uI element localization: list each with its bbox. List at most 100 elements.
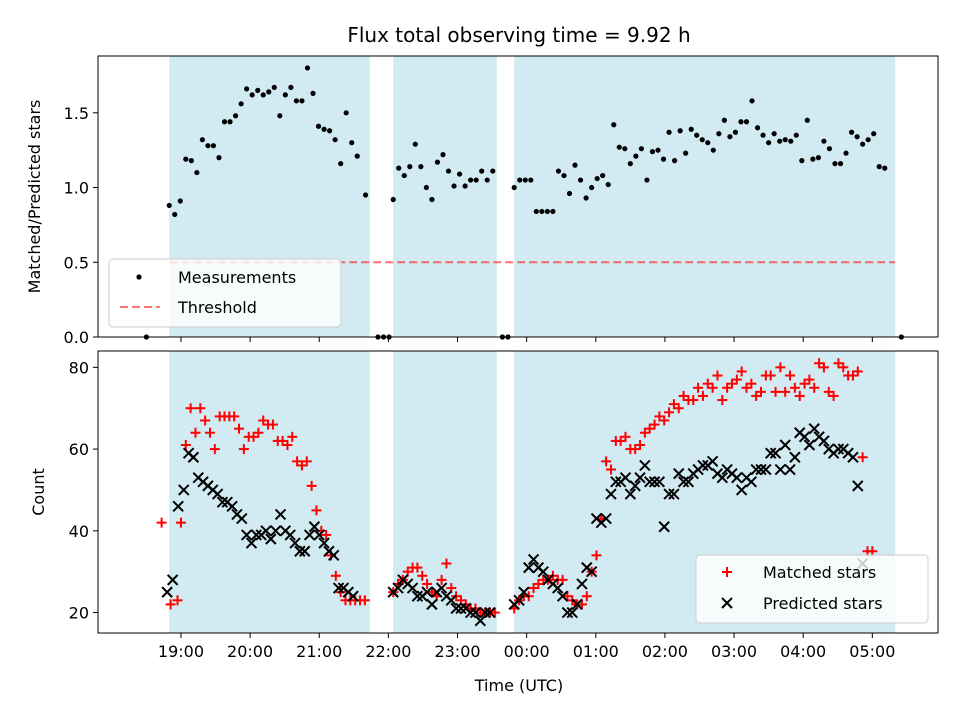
measurement-point	[605, 181, 611, 188]
predicted-star-point	[166, 574, 179, 586]
measurement-point	[238, 101, 244, 107]
measurement-point	[172, 211, 178, 218]
matched-star-point	[818, 362, 829, 373]
predicted-star-point	[313, 529, 325, 541]
matched-star-point	[756, 386, 767, 397]
matched-star-point	[253, 427, 264, 438]
measurement-point	[418, 164, 424, 170]
predicted-star-point	[178, 484, 190, 496]
y-tick-label: 0.0	[64, 328, 89, 347]
measurement-point	[315, 123, 322, 129]
measurement-point	[166, 202, 172, 209]
measurement-point	[445, 168, 452, 174]
predicted-star-point	[216, 496, 229, 508]
predicted-star-point	[469, 606, 482, 619]
predicted-star-point	[576, 578, 588, 590]
measurement-point	[304, 65, 311, 71]
measurement-point	[533, 208, 539, 215]
matched-star-point	[282, 440, 293, 450]
measurement-point	[710, 147, 716, 153]
matched-star-point	[707, 382, 718, 393]
matched-star-point	[165, 599, 176, 610]
bottom-plot-frame	[97, 350, 939, 634]
legend-matched-label: Matched stars	[763, 563, 876, 582]
measurement-point	[749, 98, 755, 104]
measurement-point	[550, 208, 556, 215]
measurement-point	[754, 125, 761, 131]
predicted-star-point	[677, 476, 690, 488]
predicted-star-point	[455, 602, 467, 615]
measurement-point	[260, 92, 266, 98]
predicted-star-point	[764, 447, 777, 459]
matched-star-point	[180, 440, 191, 450]
predicted-star-point	[643, 476, 656, 488]
predicted-star-point	[803, 439, 816, 451]
matched-star-point	[838, 362, 849, 373]
predicted-star-point	[610, 476, 622, 488]
predicted-star-point	[852, 480, 864, 492]
matched-star-point	[436, 574, 447, 585]
measurement-point	[815, 155, 821, 161]
y-tick-label: 1.5	[64, 104, 89, 123]
measurement-point	[451, 183, 457, 189]
predicted-star-point	[682, 476, 695, 488]
measurement-point	[810, 156, 816, 162]
measurement-point	[561, 172, 567, 179]
measurement-point	[699, 137, 705, 143]
measurement-point	[429, 196, 435, 203]
predicted-star-point	[556, 590, 569, 602]
measurement-point	[528, 177, 534, 183]
legend-predicted-label: Predicted stars	[763, 594, 883, 613]
matched-star-point	[195, 403, 206, 414]
matched-star-point	[775, 362, 786, 373]
measurement-point	[539, 208, 545, 215]
bottom-panel: 19:00 20:00 21:00 22:00 23:00 00:00 01:00 02:00…	[29, 350, 939, 695]
measurement-point	[611, 122, 617, 128]
predicted-star-point	[561, 606, 574, 619]
predicted-star-point	[716, 471, 729, 484]
predicted-star-point	[745, 476, 758, 488]
y-tick-label: 80	[69, 358, 89, 377]
measurement-point	[327, 128, 333, 134]
legend-matched-marker	[722, 567, 732, 577]
x-tick-label: 00:00	[504, 642, 550, 661]
predicted-star-point	[798, 431, 811, 443]
legend-measurements-label: Measurements	[178, 268, 296, 287]
matched-star-point	[330, 570, 341, 581]
predicted-star-point	[240, 529, 253, 541]
measurement-point	[434, 159, 441, 165]
matched-star-point	[697, 390, 708, 401]
measurement-point	[343, 110, 349, 116]
predicted-star-point	[619, 471, 632, 484]
measurement-point	[362, 192, 369, 198]
predicted-star-point	[731, 471, 743, 484]
matched-star-point	[591, 550, 602, 561]
measurement-point	[688, 126, 694, 132]
matched-star-point	[209, 444, 220, 455]
measurement-point	[804, 117, 810, 123]
measurement-point	[777, 138, 783, 144]
measurement-point	[462, 183, 468, 189]
measurement-point	[390, 196, 396, 203]
measurement-point	[766, 140, 772, 146]
measurement-point	[600, 172, 606, 179]
matched-star-point	[489, 607, 500, 618]
predicted-star-point	[552, 582, 564, 594]
measurement-point	[860, 141, 866, 147]
measurement-point	[694, 132, 700, 138]
measurement-point	[743, 119, 750, 125]
measurement-point	[555, 168, 562, 174]
measurement-point	[440, 152, 446, 158]
measurement-point	[793, 132, 799, 138]
matched-star-point	[301, 456, 312, 467]
predicted-star-point	[236, 512, 248, 525]
matched-star-point	[306, 480, 317, 491]
matched-star-point	[828, 390, 839, 401]
predicted-star-point	[639, 459, 651, 472]
measurement-point	[660, 156, 667, 162]
predicted-star-point	[265, 533, 277, 545]
predicted-star-point	[658, 521, 670, 533]
predicted-star-point	[769, 447, 782, 459]
predicted-star-point	[847, 451, 859, 463]
matched-star-point	[605, 464, 616, 475]
